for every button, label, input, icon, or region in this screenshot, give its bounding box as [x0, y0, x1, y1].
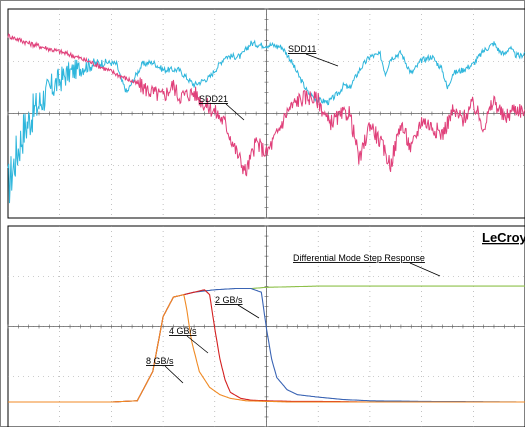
- label-8gbs: 8 GB/s: [146, 356, 184, 384]
- label-4gbs-text: 4 GB/s: [169, 326, 197, 336]
- lecroy-brand: LeCroy: [482, 230, 525, 245]
- step-response-traces: [8, 285, 525, 403]
- step-response-panel: [7, 225, 525, 427]
- label-2gbs-text: 2 GB/s: [215, 295, 243, 305]
- label-sdd21: SDD21: [199, 94, 245, 121]
- label-8gbs-text: 8 GB/s: [146, 356, 174, 366]
- sparameter-grid: [7, 8, 525, 219]
- label-2gbs: 2 GB/s: [215, 295, 260, 319]
- label-sdd11: SDD11: [288, 44, 339, 67]
- label-step-response: Differential Mode Step Response: [293, 253, 441, 277]
- label-4gbs: 4 GB/s: [169, 326, 209, 354]
- trace-differential-mode-step-response: [251, 285, 525, 290]
- sparameter-traces: [7, 33, 525, 204]
- trace-8-gb-s: [8, 293, 525, 403]
- label-8gbs-leader: [164, 365, 184, 384]
- trace-sdd21: [7, 33, 525, 177]
- label-sdd21-leader: [225, 103, 245, 121]
- label-sdd11-text: SDD11: [288, 44, 316, 54]
- sparameter-panel: [7, 8, 525, 219]
- label-step-response-leader: [409, 262, 441, 277]
- label-4gbs-leader: [186, 335, 209, 354]
- label-sdd11-leader: [305, 53, 339, 67]
- label-step-response-text: Differential Mode Step Response: [293, 253, 425, 263]
- label-2gbs-leader: [237, 304, 260, 319]
- label-sdd21-text: SDD21: [199, 94, 228, 104]
- trace-sdd11: [7, 39, 525, 204]
